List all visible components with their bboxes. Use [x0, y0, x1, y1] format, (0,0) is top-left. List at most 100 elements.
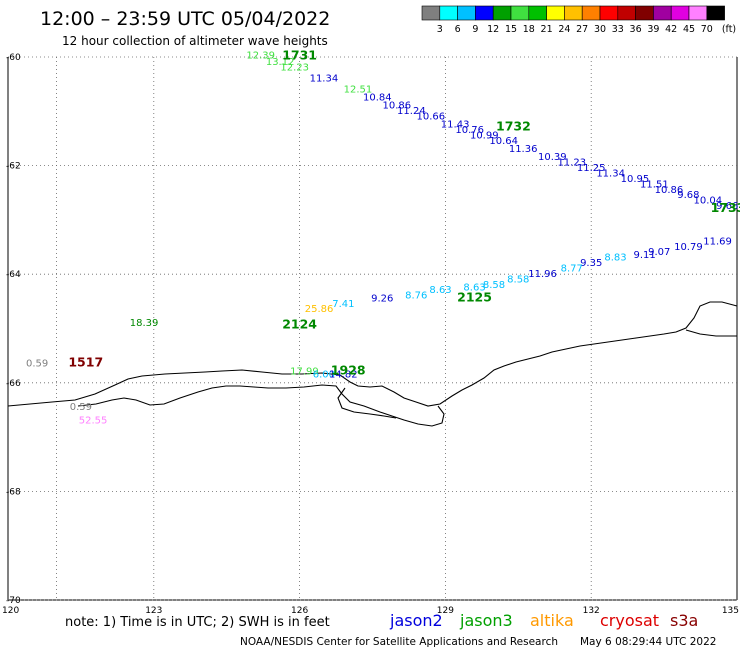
pass-time-label: 1731 — [282, 48, 317, 63]
swh-value: 8.63 — [463, 282, 485, 293]
legend-swatch — [439, 5, 458, 21]
lat-label: -64 — [6, 270, 21, 280]
swh-value: 8.83 — [604, 253, 626, 264]
swh-value: 11.36 — [509, 144, 538, 155]
lat-label: -68 — [6, 487, 21, 497]
legend-tick-label: 24 — [558, 24, 570, 35]
swh-value: 9.66 — [716, 201, 738, 212]
swh-value: 10.86 — [382, 101, 411, 112]
swh-value: 11.43 — [441, 120, 470, 131]
swh-value: 17.99 — [290, 367, 319, 378]
footer-note: note: 1) Time is in UTC; 2) SWH is in fe… — [65, 615, 330, 630]
swh-value: 11.25 — [577, 163, 606, 174]
legend-swatch — [492, 5, 512, 21]
legend-tick-label: 21 — [541, 24, 553, 35]
legend-tick-label: 6 — [455, 24, 461, 35]
swh-value: 6.00 — [313, 369, 335, 380]
swh-value: 10.99 — [470, 130, 499, 141]
mission-label: cryosat — [600, 611, 659, 630]
swh-value: 11.34 — [596, 168, 625, 179]
swh-value: 13.12 — [266, 57, 295, 68]
swh-value: 11.24 — [397, 106, 426, 117]
legend-tick-label: 70 — [701, 24, 713, 35]
swh-value: 52.55 — [79, 416, 108, 427]
wave-height-legend: 3 6 9 12 15 18 21 24 27 30 33 36 39 42 45 70 (ft) — [421, 5, 736, 35]
legend-tick-label: 39 — [647, 24, 659, 35]
mission-legend: jason2 jason3 altika cryosat s3a — [389, 611, 698, 630]
pass-time-label: 1733 — [711, 200, 740, 215]
legend-tick-label: 12 — [487, 24, 499, 35]
legend-tick-label: 42 — [665, 24, 677, 35]
swh-value: 11.69 — [703, 236, 732, 247]
swh-value: 8.58 — [507, 274, 529, 285]
mission-label: altika — [530, 611, 574, 630]
legend-tick-label: 3 — [437, 24, 443, 35]
swh-value: 25.86 — [305, 304, 334, 315]
swh-value: 8.58 — [483, 280, 505, 291]
pass-time-label: 2125 — [457, 289, 492, 304]
swh-value: 12.23 — [280, 63, 309, 74]
legend-tick-label: 15 — [505, 24, 517, 35]
swh-value: 10.39 — [538, 152, 567, 163]
mission-label: jason2 — [389, 611, 443, 630]
satellite-pass-times: 1731 1732 1733 2125 2124 1928 1517 — [68, 48, 740, 378]
swh-value: 10.86 — [655, 185, 684, 196]
swh-value: 11.51 — [640, 179, 669, 190]
pass-time-label: 1928 — [331, 363, 366, 378]
legend-swatch — [617, 5, 636, 21]
footer-credit: NOAA/NESDIS Center for Satellite Applica… — [240, 636, 558, 648]
legend-swatch — [688, 5, 708, 21]
legend-swatch — [457, 5, 476, 21]
swh-value: 11.23 — [557, 158, 586, 169]
swh-value: 9.11 — [634, 250, 656, 261]
map-subtitle: 12 hour collection of altimeter wave hei… — [62, 34, 328, 48]
lat-label: -60 — [6, 53, 21, 63]
swh-value: 0.59 — [70, 402, 92, 413]
swh-value: 10.04 — [694, 196, 723, 207]
lon-label: 135 — [722, 606, 739, 616]
swh-value: 11.34 — [310, 73, 339, 84]
pass-time-label: 1732 — [496, 118, 531, 133]
lon-label: 129 — [437, 606, 454, 616]
wave-height-observations: 12.3913.1212.2311.3412.5110.8410.8611.24… — [26, 51, 738, 427]
swh-value: 11.96 — [528, 269, 557, 280]
swh-value: 10.66 — [416, 111, 445, 122]
map-title: 12:00 – 23:59 UTC 05/04/2022 — [40, 8, 330, 30]
swh-value: 10.84 — [363, 92, 392, 103]
legend-swatch — [653, 5, 672, 21]
lon-label: 120 — [2, 606, 19, 616]
lat-label: -62 — [6, 162, 21, 172]
legend-swatch — [510, 5, 530, 21]
swh-value: 12.39 — [246, 51, 275, 62]
legend-tick-label: 45 — [683, 24, 695, 35]
legend-unit: (ft) — [722, 24, 736, 35]
lat-label: -66 — [6, 379, 21, 389]
swh-value: 8.63 — [429, 285, 451, 296]
swh-value: 9.35 — [580, 258, 602, 269]
graticule — [8, 56, 737, 601]
swh-value: 8.77 — [561, 263, 583, 274]
swh-value: 10.76 — [455, 125, 484, 136]
pass-time-label: 2124 — [282, 317, 317, 332]
swh-value: 9.07 — [648, 247, 670, 258]
swh-value: 14.82 — [329, 369, 358, 380]
legend-swatch — [475, 5, 494, 21]
legend-swatch — [706, 5, 725, 21]
legend-swatch — [528, 5, 547, 21]
swh-value: 9.26 — [371, 293, 393, 304]
pass-time-label: 1517 — [68, 355, 103, 370]
swh-value: 12.51 — [344, 84, 373, 95]
swh-value: 0.59 — [26, 359, 48, 370]
swh-value: 9.68 — [677, 190, 699, 201]
mission-label: jason3 — [459, 611, 513, 630]
legend-swatch — [599, 5, 619, 21]
legend-swatch — [670, 5, 690, 21]
legend-tick-label: 27 — [576, 24, 588, 35]
lon-label: 126 — [291, 606, 308, 616]
legend-swatch — [635, 5, 654, 21]
swh-value: 10.64 — [489, 136, 518, 147]
legend-tick-label: 9 — [472, 24, 478, 35]
